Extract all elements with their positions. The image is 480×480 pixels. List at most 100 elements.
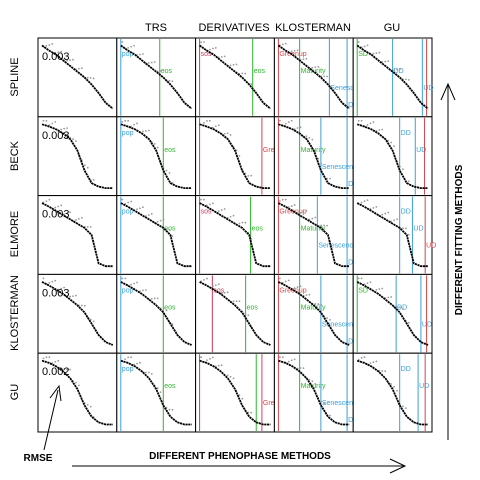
observation-point — [72, 58, 74, 61]
observation-point — [223, 208, 226, 210]
observation-point — [69, 59, 71, 62]
panel-frame — [273, 352, 354, 433]
observation-point — [165, 309, 168, 312]
observation-point — [357, 119, 360, 122]
observation-point — [381, 287, 384, 290]
observation-point — [360, 277, 363, 280]
observation-point — [54, 360, 57, 363]
observation-point — [404, 227, 407, 230]
observation-point — [127, 201, 130, 204]
observation-point — [45, 44, 48, 47]
observation-point — [241, 72, 244, 75]
observation-point — [203, 198, 205, 201]
observation-point — [305, 209, 308, 212]
observation-point — [387, 211, 390, 214]
observation-point — [314, 66, 317, 69]
observation-point — [293, 49, 296, 52]
row-header-elmore: ELMORE — [9, 211, 21, 257]
observation-point — [407, 233, 410, 236]
observation-point — [60, 204, 63, 207]
observation-point — [238, 154, 241, 157]
observation-point — [381, 128, 384, 131]
panel-klosterman-fit: 0.003 — [37, 273, 118, 354]
observation-point — [171, 235, 174, 238]
observation-point — [63, 127, 66, 130]
marker-label-pop: pop — [122, 209, 134, 216]
rmse-value: 0.003 — [42, 51, 70, 63]
observation-point — [278, 119, 281, 122]
marker-label-eos: eos — [247, 304, 259, 311]
fitted-curve — [199, 281, 271, 346]
observation-point — [75, 140, 77, 142]
column-header-trs: TRS — [145, 22, 167, 34]
observation-point — [296, 49, 299, 52]
panel-klosterman-derivatives: sos eos — [195, 273, 275, 354]
panel-gu-klosterman: MaturitySenescenceDorm — [273, 352, 365, 433]
panel-spline-klosterman: GreenupMaturitySenescenceDorm — [273, 37, 369, 118]
observation-point — [284, 198, 287, 201]
observation-point — [314, 383, 317, 385]
observation-point — [235, 300, 238, 303]
observation-point — [278, 356, 281, 359]
observation-point — [142, 53, 144, 55]
panel-elmore-derivatives: sos eos — [195, 195, 275, 275]
panel-gu-gu: DD UD — [352, 352, 433, 433]
observation-point — [92, 178, 95, 181]
marker-label-pop: pop — [122, 51, 134, 58]
observation-point — [144, 289, 147, 291]
observation-point — [375, 289, 378, 291]
observation-point — [372, 121, 375, 123]
fitted-curve — [120, 123, 192, 189]
fitting-methods-arrow — [440, 82, 456, 440]
observation-point — [232, 63, 235, 66]
observation-point — [244, 312, 247, 315]
observation-point — [156, 220, 159, 223]
observation-point — [80, 304, 83, 307]
observation-point — [247, 174, 250, 177]
observation-point — [393, 385, 395, 388]
observation-point — [60, 287, 63, 290]
marker-label-rd: UD — [426, 243, 436, 250]
observation-point — [86, 76, 89, 79]
observation-point — [133, 363, 135, 366]
observation-point — [363, 45, 366, 48]
observation-point — [369, 281, 372, 284]
observation-point — [220, 55, 223, 58]
observation-point — [399, 306, 401, 309]
marker-label-senescence: Senescence — [322, 164, 361, 171]
observation-point — [124, 277, 127, 280]
observation-point — [238, 300, 241, 303]
observation-point — [121, 198, 124, 201]
observation-point — [372, 207, 375, 209]
panel-frame — [116, 37, 197, 118]
fitted-curve — [199, 202, 271, 268]
observation-point — [399, 68, 401, 71]
observation-point — [284, 122, 287, 125]
observation-point — [232, 377, 235, 380]
observation-point — [203, 279, 205, 281]
observation-point — [407, 78, 410, 81]
observation-point — [147, 129, 150, 132]
observation-point — [69, 295, 71, 298]
observation-point — [92, 320, 95, 323]
observation-point — [80, 67, 83, 70]
observation-point — [366, 282, 369, 285]
observation-point — [320, 162, 323, 165]
panel-gu-trs: pop eos — [116, 352, 197, 433]
fitted-curve — [356, 202, 428, 268]
observation-point — [287, 121, 290, 123]
observation-point — [168, 172, 171, 174]
observation-point — [72, 138, 74, 141]
observation-point — [211, 47, 214, 50]
observation-point — [168, 79, 171, 82]
observation-point — [150, 61, 153, 64]
observation-point — [293, 204, 296, 206]
observation-point — [217, 124, 220, 127]
observation-point — [323, 75, 326, 78]
marker-label-senescence: Senescence — [318, 243, 357, 250]
marker-label-sos: sos — [201, 51, 212, 58]
observation-point — [89, 405, 92, 408]
observation-point — [147, 214, 150, 216]
observation-point — [244, 72, 247, 75]
observation-point — [77, 67, 80, 70]
